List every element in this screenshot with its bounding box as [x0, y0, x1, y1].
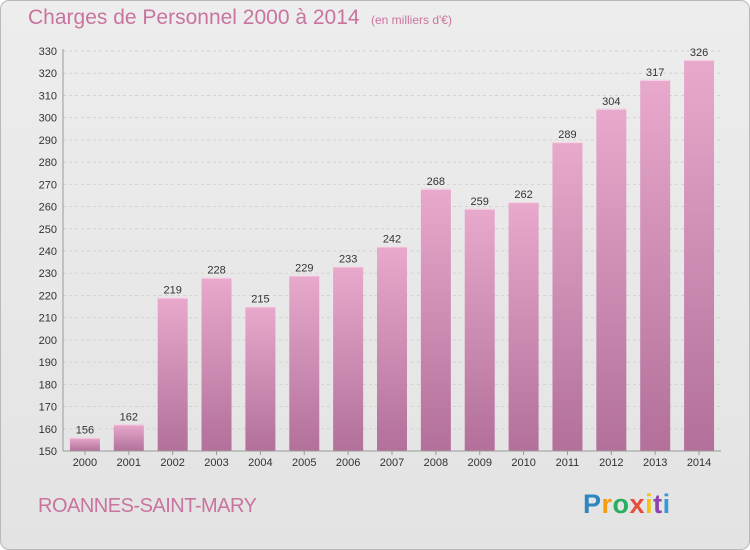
y-tick-label: 200: [39, 335, 57, 347]
x-tick-label: 2008: [424, 457, 448, 469]
x-tick-label: 2004: [248, 457, 272, 469]
logo-letter: i: [645, 489, 654, 519]
y-tick-label: 160: [39, 424, 57, 436]
logo-letter: x: [629, 489, 646, 519]
x-tick-label: 2000: [73, 457, 97, 469]
logo-letter: t: [653, 489, 663, 519]
x-tick-label: 2007: [380, 457, 404, 469]
data-label-2005: 229: [295, 262, 313, 274]
data-label-2007: 242: [383, 234, 401, 246]
y-tick-label: 150: [39, 446, 57, 458]
y-tick-label: 330: [39, 46, 57, 58]
data-label-2002: 219: [163, 285, 181, 297]
y-tick-label: 250: [39, 224, 57, 236]
y-tick-label: 180: [39, 379, 57, 391]
chart-title: Charges de Personnel 2000 à 2014: [28, 6, 360, 29]
y-tick-label: 230: [39, 268, 57, 280]
x-tick-label: 2012: [599, 457, 623, 469]
data-label-2009: 259: [471, 196, 489, 208]
bar-2004[interactable]: [245, 306, 276, 451]
bar-2003[interactable]: [201, 277, 232, 451]
x-tick-label: 2010: [511, 457, 535, 469]
x-tick-label: 2001: [117, 457, 141, 469]
y-tick-label: 240: [39, 246, 57, 258]
data-label-2012: 304: [602, 96, 620, 108]
bar-2010[interactable]: [508, 202, 539, 451]
proxiti-logo[interactable]: Proxiti: [583, 489, 671, 520]
data-label-2008: 268: [427, 176, 445, 188]
y-tick-label: 310: [39, 90, 57, 102]
y-tick-label: 280: [39, 157, 57, 169]
y-tick-label: 270: [39, 179, 57, 191]
data-label-2001: 162: [120, 411, 138, 423]
data-label-2003: 228: [207, 265, 225, 277]
bar-2012[interactable]: [596, 108, 627, 452]
axes: [62, 49, 721, 455]
logo-letter: i: [662, 489, 671, 519]
bar-2014[interactable]: [684, 59, 715, 452]
y-tick-label: 260: [39, 202, 57, 214]
commune-name: ROANNES-SAINT-MARY: [38, 495, 257, 517]
bar-2001[interactable]: [113, 424, 144, 451]
x-tick-label: 2011: [556, 457, 580, 469]
data-label-2006: 233: [339, 254, 357, 266]
x-tick-labels: 2000 2001 2002 2003 2004 2005 2006 2007 2008 2009…: [73, 457, 712, 469]
y-tick-label: 190: [39, 357, 57, 369]
bar-2008[interactable]: [420, 188, 451, 451]
bar-2002[interactable]: [157, 297, 188, 451]
y-tick-label: 210: [39, 313, 57, 325]
bar-2011[interactable]: [552, 142, 583, 451]
logo-letter: r: [601, 489, 613, 519]
x-tick-label: 2009: [467, 457, 491, 469]
chart-unit: (en milliers d'€): [371, 13, 452, 27]
data-label-2011: 289: [558, 129, 576, 141]
logo-letter: P: [583, 489, 602, 519]
bar-2009[interactable]: [464, 208, 495, 451]
x-tick-label: 2005: [292, 457, 316, 469]
x-tick-label: 2014: [687, 457, 711, 469]
data-label-2000: 156: [76, 425, 94, 437]
x-tick-label: 2003: [204, 457, 228, 469]
data-labels: 156 162 219 228 215 229 233 242 268 259 262 289 304 3…: [76, 47, 708, 437]
y-tick-label: 220: [39, 290, 57, 302]
bar-2006[interactable]: [333, 266, 364, 451]
bar-2007[interactable]: [377, 246, 407, 451]
data-label-2004: 215: [251, 294, 269, 306]
y-tick-label: 290: [39, 135, 57, 147]
bar-2005[interactable]: [289, 275, 320, 451]
logo-letter: o: [612, 489, 630, 519]
x-tick-label: 2013: [643, 457, 667, 469]
bar-2000[interactable]: [69, 437, 100, 451]
data-label-2013: 317: [646, 67, 664, 79]
y-tick-label: 300: [39, 113, 57, 125]
bar-2013[interactable]: [640, 79, 671, 451]
y-tick-label: 320: [39, 68, 57, 80]
data-label-2014: 326: [690, 47, 708, 59]
x-tick-label: 2006: [336, 457, 360, 469]
bars: [69, 59, 715, 452]
data-label-2010: 262: [514, 189, 532, 201]
x-tick-label: 2002: [160, 457, 184, 469]
y-tick-label: 170: [39, 402, 57, 414]
y-tick-labels: 150 160 170 180 190 200 210 220 230 240 250 260 270 2…: [39, 46, 57, 458]
